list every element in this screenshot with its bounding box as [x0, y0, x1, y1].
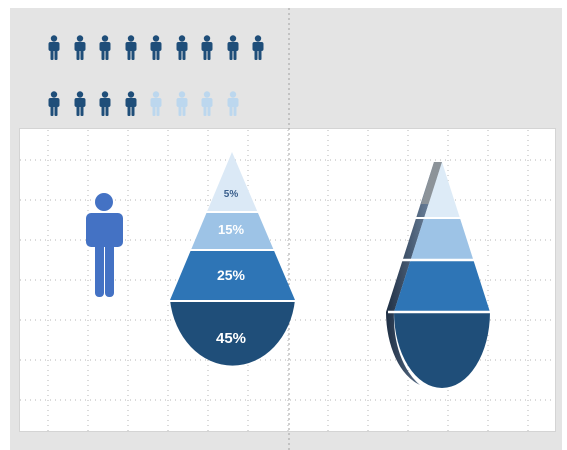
person-icon [73, 35, 87, 61]
person-icon [200, 91, 214, 117]
person-icon [175, 35, 189, 61]
person-icon [149, 91, 163, 117]
person-icon [73, 91, 87, 117]
drop-label-tier-1: 5% [224, 189, 239, 200]
person-icon [47, 35, 61, 61]
person-icon [226, 91, 240, 117]
drop-3d-tier-3 [394, 260, 490, 312]
drop-3d [386, 162, 490, 388]
drop-label-tier-4: 45% [216, 330, 246, 347]
person-icon [175, 91, 189, 117]
person-icon [251, 35, 265, 61]
person-icon [124, 35, 138, 61]
person-icon [86, 193, 123, 297]
person-icon [98, 35, 112, 61]
person-icon [149, 35, 163, 61]
person-icon [98, 91, 112, 117]
person-icon [124, 91, 138, 117]
drop-label-tier-3: 25% [217, 267, 246, 283]
person-icon [47, 91, 61, 117]
drop-flat-tier-3 [170, 250, 295, 301]
person-icon [200, 35, 214, 61]
drop-3d-tier-2 [394, 218, 490, 260]
drop-label-tier-2: 15% [218, 222, 244, 237]
person-icon [226, 35, 240, 61]
